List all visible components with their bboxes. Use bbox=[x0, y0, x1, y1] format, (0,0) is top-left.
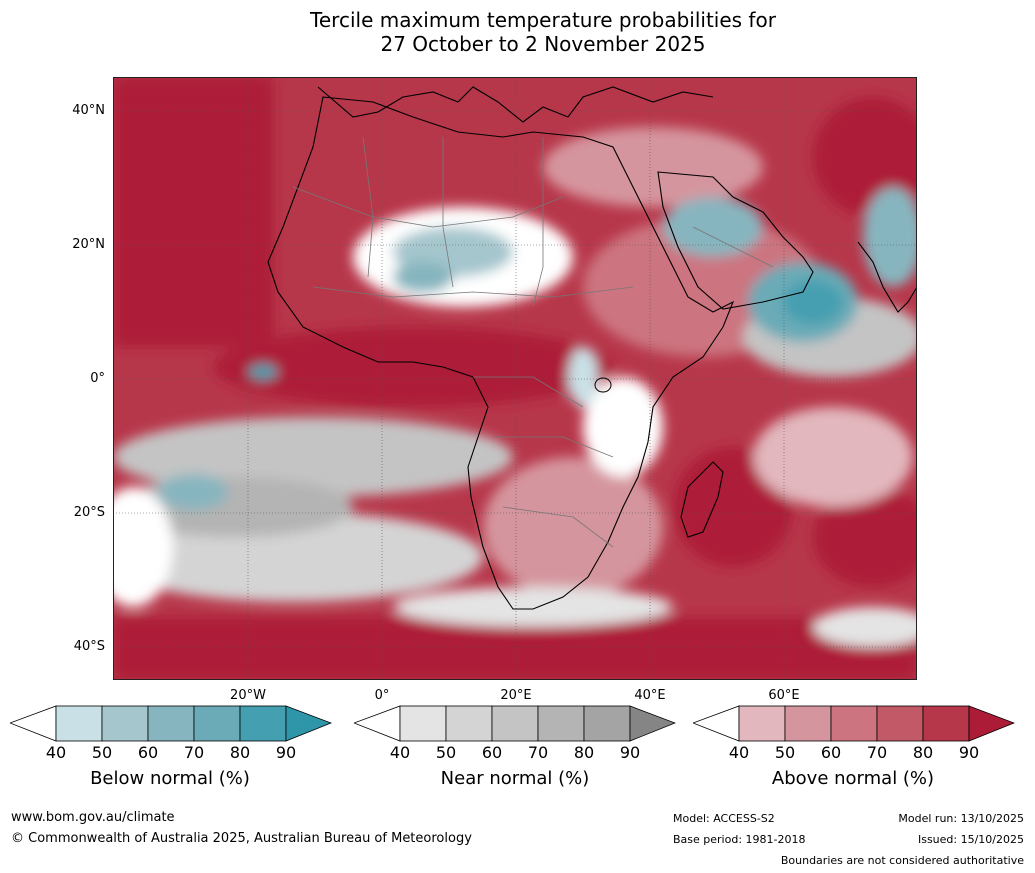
below-tick: 50 bbox=[91, 743, 113, 762]
above-tick: 90 bbox=[958, 743, 980, 762]
below-tick: 60 bbox=[137, 743, 159, 762]
colorbar-below-title: Below normal (%) bbox=[90, 768, 250, 789]
above-tick: 50 bbox=[774, 743, 796, 762]
model-run-date: Model run: 13/10/2025 bbox=[898, 812, 1024, 825]
base-period: Base period: 1981-2018 bbox=[673, 833, 806, 846]
india-coastline bbox=[857, 241, 917, 313]
africa-coastline bbox=[267, 96, 735, 610]
lat-label-40s: 40°S bbox=[73, 639, 105, 654]
map-border bbox=[113, 77, 917, 680]
lon-label-40e: 40°E bbox=[634, 688, 666, 703]
map-title: Tercile maximum temperature probabilitie… bbox=[0, 8, 1035, 56]
lon-label-20e: 20°E bbox=[500, 688, 532, 703]
lat-label-40n: 40°N bbox=[72, 103, 105, 118]
issued-date: Issued: 15/10/2025 bbox=[917, 833, 1024, 846]
colorbar-above-title: Above normal (%) bbox=[771, 768, 935, 789]
below-tick: 70 bbox=[183, 743, 205, 762]
disclaimer-text: Boundaries are not considered authoritat… bbox=[780, 854, 1024, 867]
above-tick: 40 bbox=[728, 743, 750, 762]
above-tick: 80 bbox=[912, 743, 934, 762]
colorbar-near-normal bbox=[354, 705, 676, 742]
lake-victoria bbox=[594, 377, 612, 393]
near-tick: 50 bbox=[435, 743, 457, 762]
near-tick: 70 bbox=[527, 743, 549, 762]
near-tick: 90 bbox=[619, 743, 641, 762]
europe-coastline bbox=[317, 86, 714, 123]
lon-label-0: 0° bbox=[374, 688, 390, 703]
map-canvas bbox=[113, 77, 917, 680]
below-tick: 90 bbox=[275, 743, 297, 762]
lat-label-20s: 20°S bbox=[73, 505, 105, 520]
lon-label-20w: 20°W bbox=[230, 688, 266, 703]
near-tick: 40 bbox=[389, 743, 411, 762]
model-name: Model: ACCESS-S2 bbox=[673, 812, 775, 825]
graticule bbox=[113, 77, 917, 680]
probability-map bbox=[113, 77, 917, 680]
lat-label-0: 0° bbox=[90, 371, 105, 386]
colorbar-near-title: Near normal (%) bbox=[440, 768, 590, 789]
colorbar-above-normal bbox=[693, 705, 1015, 742]
above-tick: 70 bbox=[866, 743, 888, 762]
copyright-text: © Commonwealth of Australia 2025, Austra… bbox=[11, 831, 472, 846]
colorbar-below-normal bbox=[10, 705, 332, 742]
title-line-2: 27 October to 2 November 2025 bbox=[380, 32, 706, 56]
lon-label-60e: 60°E bbox=[768, 688, 800, 703]
above-tick: 60 bbox=[820, 743, 842, 762]
arabia-coastline bbox=[657, 171, 814, 310]
website-link[interactable]: www.bom.gov.au/climate bbox=[11, 810, 175, 825]
madagascar-coastline bbox=[680, 461, 724, 538]
near-tick: 60 bbox=[481, 743, 503, 762]
below-tick: 40 bbox=[45, 743, 67, 762]
below-tick: 80 bbox=[229, 743, 251, 762]
near-tick: 80 bbox=[573, 743, 595, 762]
lat-label-20n: 20°N bbox=[72, 237, 105, 252]
probability-field bbox=[113, 77, 917, 680]
country-boundaries bbox=[292, 136, 774, 548]
title-line-1: Tercile maximum temperature probabilitie… bbox=[310, 8, 776, 32]
